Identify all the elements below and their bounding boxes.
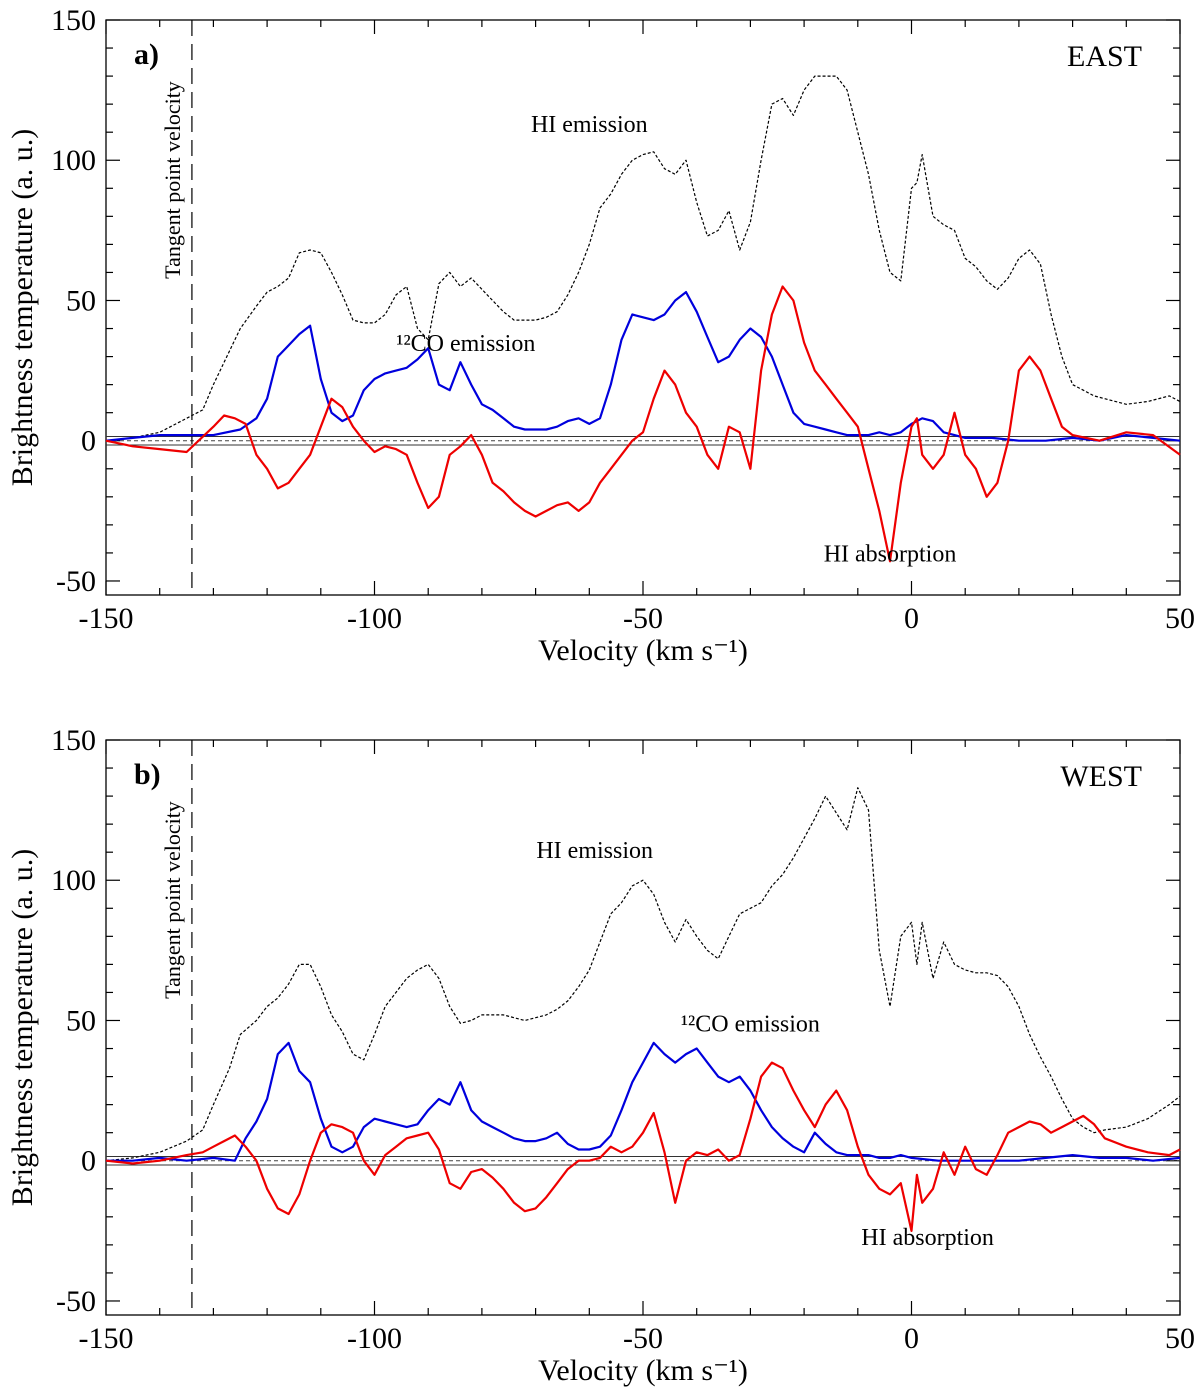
y-tick-label: 150 xyxy=(51,724,96,757)
series-line-hi-emission xyxy=(105,75,1181,442)
x-tick-label: 0 xyxy=(904,1322,919,1355)
y-tick-label: 0 xyxy=(81,1145,96,1178)
y-tick-label: 0 xyxy=(81,425,96,458)
series-line-hi-emission xyxy=(105,787,1181,1162)
x-tick-label: -150 xyxy=(79,1322,134,1355)
y-axis-title: Brightness temperature (a. u.) xyxy=(6,129,39,486)
tangent-point-label: Tangent point velocity xyxy=(160,81,185,279)
series-line-co-emission xyxy=(106,1041,1181,1162)
x-tick-label: 50 xyxy=(1165,1322,1195,1355)
series-label-hi-absorption: HI absorption xyxy=(824,541,957,567)
y-tick-label: 100 xyxy=(51,864,96,897)
x-axis-title: Velocity (km s⁻¹) xyxy=(538,1354,748,1387)
series-line-hi-absorption xyxy=(105,285,1181,563)
y-tick-label: -50 xyxy=(56,1285,96,1318)
y-tick-label: 50 xyxy=(66,1004,96,1037)
series-label-hi-absorption: HI absorption xyxy=(861,1225,994,1251)
series-line-hi-absorption xyxy=(105,1061,1181,1233)
region-label: WEST xyxy=(1060,760,1142,793)
x-tick-label: -50 xyxy=(623,1322,663,1355)
x-tick-label: -50 xyxy=(623,602,663,635)
x-tick-label: 50 xyxy=(1165,602,1195,635)
series-line-co-emission xyxy=(105,291,1181,442)
y-tick-label: 50 xyxy=(66,284,96,317)
x-tick-label: -100 xyxy=(347,1322,402,1355)
y-tick-label: -50 xyxy=(56,565,96,598)
x-tick-label: 0 xyxy=(904,602,919,635)
series-label-hi-emission: HI emission xyxy=(531,112,648,138)
region-label: EAST xyxy=(1067,40,1142,73)
series-label-co-emission: ¹²CO emission xyxy=(681,1012,820,1038)
x-axis-title: Velocity (km s⁻¹) xyxy=(538,634,748,667)
x-tick-label: -150 xyxy=(79,602,134,635)
series-label-hi-emission: HI emission xyxy=(536,838,653,864)
series-label-co-emission: ¹²CO emission xyxy=(396,331,535,357)
tangent-point-label: Tangent point velocity xyxy=(160,801,185,999)
x-tick-label: -100 xyxy=(347,602,402,635)
panel-tag: a) xyxy=(134,38,159,71)
panel-tag: b) xyxy=(134,758,161,791)
y-tick-label: 150 xyxy=(51,4,96,37)
panel-west: -150 -100 -50 0 50 -50 0 50 100 150 Velocity (km s… xyxy=(6,724,1195,1387)
y-tick-label: 100 xyxy=(51,144,96,177)
y-axis-title: Brightness temperature (a. u.) xyxy=(6,849,39,1206)
panel-east: -150 -100 -50 0 50 -50 0 50 100 150 Velocity (km s… xyxy=(6,4,1195,667)
